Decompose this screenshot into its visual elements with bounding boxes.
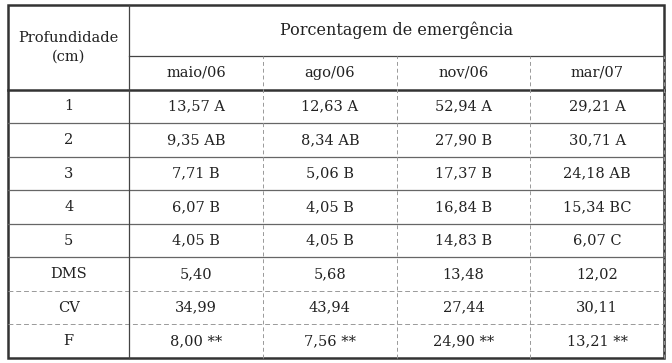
Text: 30,11: 30,11: [577, 301, 618, 315]
Text: 5,06 B: 5,06 B: [306, 167, 354, 180]
Text: 27,44: 27,44: [443, 301, 485, 315]
Text: ago/06: ago/06: [304, 66, 355, 80]
Text: maio/06: maio/06: [166, 66, 226, 80]
Text: 52,94 A: 52,94 A: [435, 99, 492, 114]
Text: 4,05 B: 4,05 B: [306, 200, 353, 214]
Text: mar/07: mar/07: [571, 66, 624, 80]
Text: 4,05 B: 4,05 B: [172, 234, 220, 248]
Text: 14,83 B: 14,83 B: [435, 234, 492, 248]
Text: 6,07 B: 6,07 B: [172, 200, 220, 214]
Text: Profundidade
(cm): Profundidade (cm): [19, 30, 119, 64]
Text: 6,07 C: 6,07 C: [573, 234, 622, 248]
Text: 13,57 A: 13,57 A: [168, 99, 224, 114]
Text: 3: 3: [64, 167, 73, 180]
Text: 30,71 A: 30,71 A: [569, 133, 626, 147]
Text: 4: 4: [64, 200, 73, 214]
Text: 24,90 **: 24,90 **: [433, 334, 494, 348]
Text: 5,40: 5,40: [180, 267, 212, 281]
Text: nov/06: nov/06: [438, 66, 489, 80]
Text: 4,05 B: 4,05 B: [306, 234, 353, 248]
Text: 12,63 A: 12,63 A: [301, 99, 358, 114]
Text: 1: 1: [64, 99, 73, 114]
Text: 9,35 AB: 9,35 AB: [167, 133, 225, 147]
Text: F: F: [64, 334, 74, 348]
Text: 13,48: 13,48: [443, 267, 485, 281]
Text: 5: 5: [64, 234, 73, 248]
Text: 34,99: 34,99: [175, 301, 217, 315]
Text: 29,21 A: 29,21 A: [569, 99, 626, 114]
Text: 15,34 BC: 15,34 BC: [563, 200, 632, 214]
Text: 2: 2: [64, 133, 73, 147]
Text: 43,94: 43,94: [309, 301, 351, 315]
Text: 7,71 B: 7,71 B: [173, 167, 220, 180]
Text: CV: CV: [58, 301, 79, 315]
Text: DMS: DMS: [50, 267, 87, 281]
Text: 13,21 **: 13,21 **: [566, 334, 628, 348]
Text: 27,90 B: 27,90 B: [435, 133, 492, 147]
Text: 17,37 B: 17,37 B: [435, 167, 492, 180]
Text: 24,18 AB: 24,18 AB: [563, 167, 631, 180]
Text: Porcentagem de emergência: Porcentagem de emergência: [280, 22, 513, 39]
Text: 8,00 **: 8,00 **: [170, 334, 222, 348]
Text: 12,02: 12,02: [577, 267, 618, 281]
Text: 8,34 AB: 8,34 AB: [300, 133, 359, 147]
Text: 16,84 B: 16,84 B: [435, 200, 492, 214]
Text: 7,56 **: 7,56 **: [304, 334, 356, 348]
Text: 5,68: 5,68: [313, 267, 346, 281]
